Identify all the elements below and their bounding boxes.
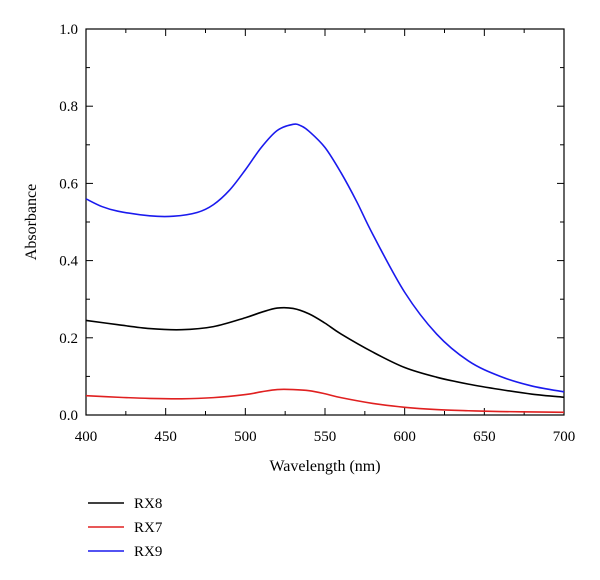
series-line-rx9 <box>85 123 565 393</box>
x-tick-label: 600 <box>393 429 416 445</box>
legend: RX8 RX7 RX9 <box>88 496 163 560</box>
y-axis-title: Absorbance <box>23 184 40 260</box>
legend-label-rx8: RX8 <box>134 496 162 512</box>
y-tick-label: 0.2 <box>59 331 78 347</box>
x-tick-label: 700 <box>553 429 576 445</box>
x-axis-ticks: 400 450 500 550 600 650 700 <box>75 29 576 445</box>
legend-label-rx7: RX7 <box>134 520 163 536</box>
series-line-rx8 <box>85 306 565 399</box>
x-tick-label: 500 <box>234 429 257 445</box>
x-axis-title: Wavelength (nm) <box>269 458 380 475</box>
legend-label-rx9: RX9 <box>134 544 162 560</box>
y-tick-label: 1.0 <box>59 22 78 38</box>
x-tick-label: 400 <box>75 429 98 445</box>
x-tick-label: 650 <box>473 429 496 445</box>
x-tick-label: 550 <box>314 429 337 445</box>
y-tick-label: 0.6 <box>59 176 78 192</box>
y-axis-ticks: 0.0 0.2 0.4 0.6 0.8 1.0 <box>59 22 564 424</box>
y-tick-label: 0.4 <box>59 254 78 270</box>
plot-frame <box>85 28 565 416</box>
y-tick-label: 0.8 <box>59 99 78 115</box>
x-tick-label: 450 <box>154 429 177 445</box>
y-tick-label: 0.0 <box>59 408 78 424</box>
series-layer <box>85 123 565 414</box>
series-line-rx7 <box>85 388 565 414</box>
